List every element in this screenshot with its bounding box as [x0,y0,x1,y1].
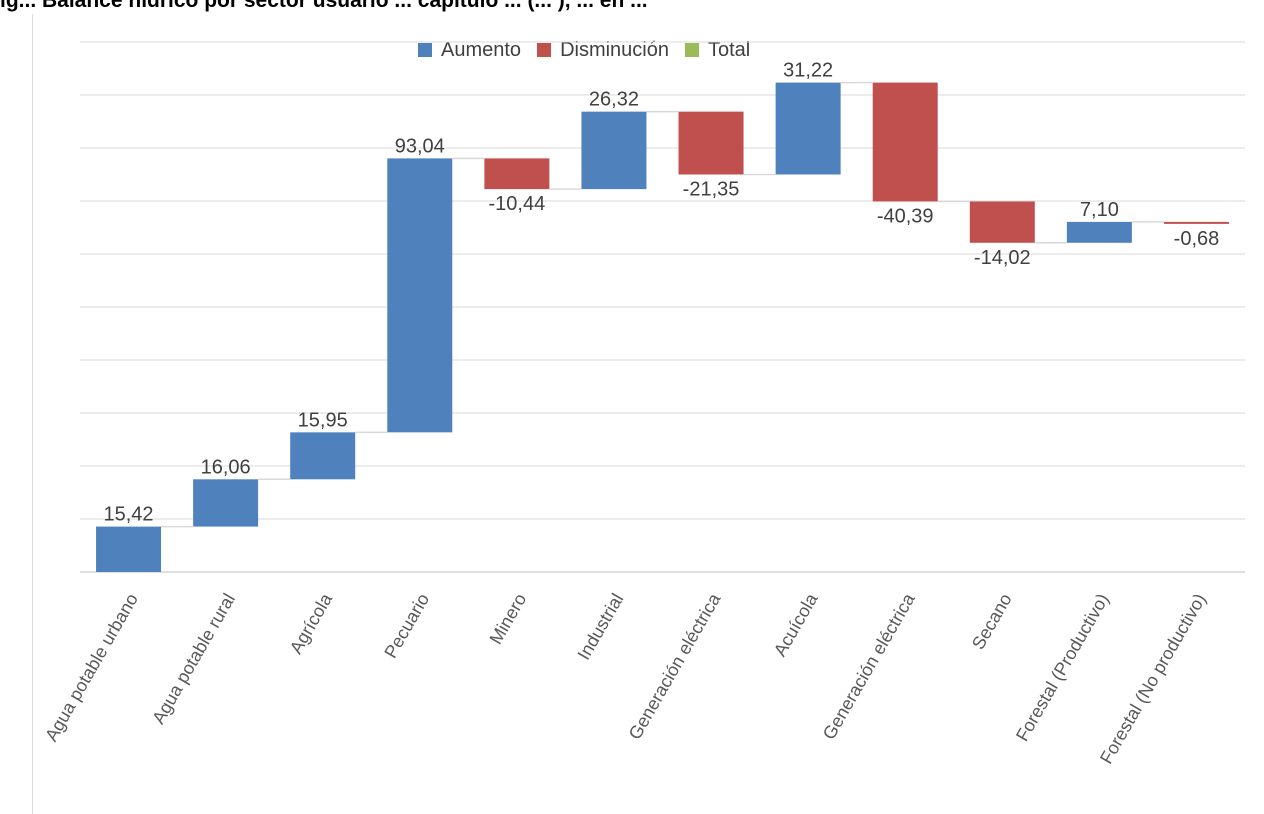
legend-item-aumento: Aumento [418,39,521,62]
category-label: Industrial [574,590,628,663]
waterfall-bar [96,526,162,572]
data-label: -21,35 [683,179,740,201]
legend: Aumento Disminución Total [418,36,766,64]
data-label: 7,10 [1080,199,1119,221]
legend-label-aumento: Aumento [441,38,522,61]
waterfall-bar [775,82,841,175]
legend-label-total: Total [708,38,751,61]
data-label: -14,02 [974,247,1031,269]
category-label: Secano [968,590,1016,653]
waterfall-bar [678,111,744,175]
category-label: Pecuario [380,590,433,662]
waterfall-bar [1163,221,1229,224]
chart-title: ig... Balance hídrico por sector usuario… [0,0,648,12]
waterfall-bar [1066,221,1132,243]
waterfall-bar [872,82,938,202]
legend-swatch-aumento [418,43,432,57]
category-label: Forestal (No productivo) [1096,590,1210,767]
data-label: -10,44 [489,193,546,215]
data-label: -0,68 [1174,228,1220,250]
legend-item-total: Total [685,39,750,62]
waterfall-bar [484,158,550,190]
category-label: Acuícola [770,589,822,660]
category-label: Agrícola [286,589,337,657]
category-label: Agua potable rural [148,590,239,727]
category-label: Generación eléctrica [819,589,919,743]
category-label: Minero [486,590,531,648]
legend-label-disminucion: Disminución [560,38,669,61]
data-label: 93,04 [395,135,445,157]
data-label: 31,22 [783,60,833,82]
legend-item-disminucion: Disminución [537,39,669,62]
data-label: 26,32 [589,89,639,111]
legend-swatch-disminucion [537,43,552,57]
waterfall-bar [290,432,356,480]
data-label: 15,42 [104,504,154,526]
waterfall-bar [193,479,259,527]
legend-swatch-total [685,43,699,57]
category-label: Generación eléctrica [625,589,725,743]
data-label: 16,06 [201,456,251,478]
data-label: -40,39 [877,206,934,228]
category-label: Forestal (Productivo) [1012,590,1113,745]
chart-frame [32,14,1264,814]
category-label: Agua potable urbano [41,590,142,745]
waterfall-bar [581,111,647,190]
waterfall-bar [387,158,453,433]
data-label: 15,95 [298,409,348,431]
waterfall-bar [969,201,1035,243]
